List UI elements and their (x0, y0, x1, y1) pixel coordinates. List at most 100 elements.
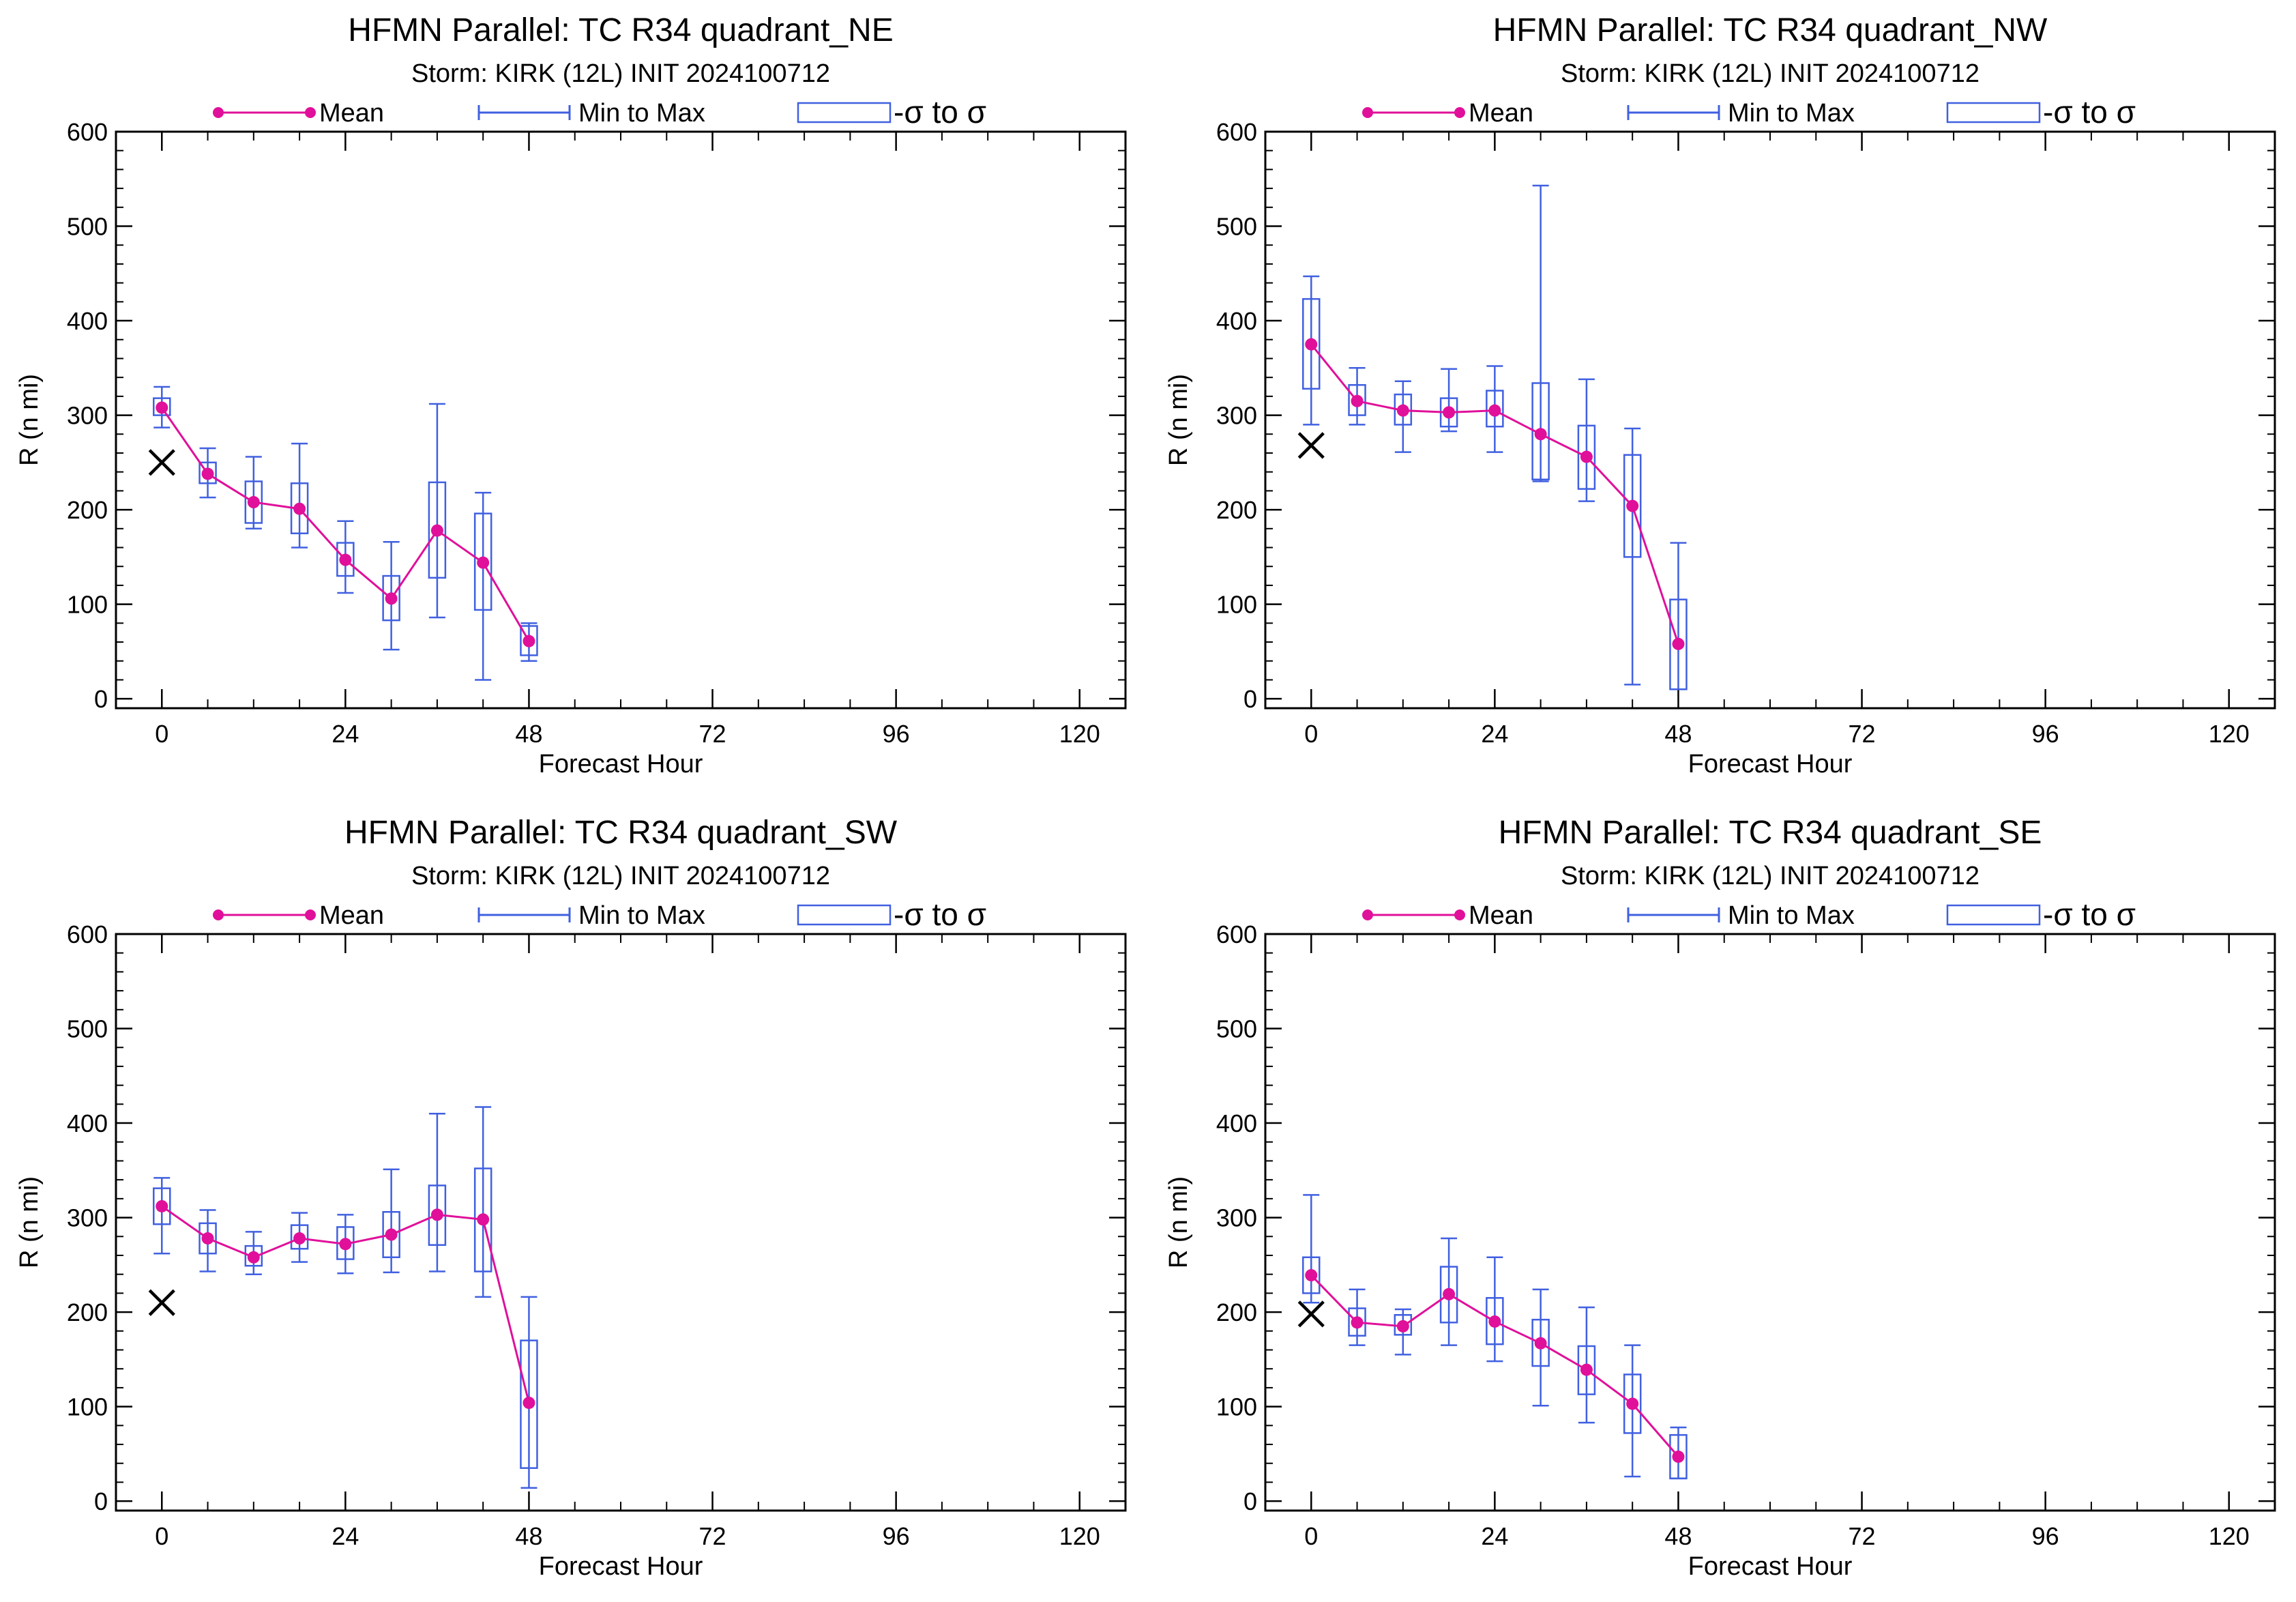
y-tick-label: 300 (1216, 402, 1257, 430)
box-whisker-12h (244, 456, 263, 530)
sigma-box (244, 480, 263, 524)
legend-sigma-box (797, 904, 892, 926)
y-tick-label: 400 (1216, 307, 1257, 335)
box-whisker-48h (1669, 1426, 1688, 1480)
mean-point (247, 1251, 260, 1264)
mean-point (201, 467, 214, 480)
sigma-box (244, 1244, 263, 1267)
mean-point (477, 1213, 490, 1226)
chart-title: HFMN Parallel: TC R34 quadrant_NW (1493, 12, 2048, 48)
box-whisker-6h (1348, 1288, 1366, 1346)
y-tick-label: 0 (1243, 685, 1257, 713)
y-tick-label: 500 (1216, 213, 1257, 241)
sigma-box (1577, 1345, 1596, 1395)
legend-sigma-label: -σ to σ (2043, 897, 2136, 932)
mean-point (293, 1232, 306, 1245)
mean-point (1672, 637, 1685, 650)
box-whisker-48h (520, 1296, 538, 1489)
chart-subtitle: Storm: KIRK (12L) INIT 2024100712 (1561, 862, 1979, 890)
mean-point (156, 401, 168, 414)
y-tick-label: 200 (1216, 1298, 1257, 1326)
sigma-box (473, 512, 492, 611)
y-tick-label: 100 (67, 1393, 108, 1421)
sigma-box (1348, 383, 1366, 416)
best-track-marker (1297, 432, 1325, 459)
chart-subtitle: Storm: KIRK (12L) INIT 2024100712 (1561, 59, 1979, 88)
sigma-box (1623, 454, 1642, 558)
mean-point (339, 553, 352, 566)
y-axis-label: R (n mi) (15, 1176, 44, 1268)
y-tick-label: 600 (67, 920, 108, 948)
legend-mean-marker (1362, 107, 1373, 118)
box-whisker-42h (1623, 427, 1642, 686)
sigma-box (1669, 1433, 1688, 1480)
sigma-box (1486, 390, 1504, 428)
x-tick-label: 120 (2209, 720, 2250, 748)
box-whisker-0h (1302, 1194, 1321, 1304)
y-tick-label: 100 (1216, 591, 1257, 619)
y-axis-label: R (n mi) (1164, 374, 1193, 466)
sigma-box (520, 625, 538, 656)
y-tick-label: 600 (1216, 118, 1257, 146)
legend-range-label: Min to Max (578, 901, 705, 930)
mean-point (1580, 1363, 1593, 1376)
mean-point (1488, 1315, 1501, 1328)
y-tick-label: 500 (67, 1015, 108, 1043)
sigma-box (198, 461, 217, 484)
best-track-marker (148, 449, 175, 476)
plot-frame (115, 130, 1127, 710)
box-whisker-0h (153, 385, 171, 428)
legend-mean-marker (213, 909, 224, 920)
x-tick-label: 0 (1304, 1522, 1318, 1550)
plot-frame (1264, 933, 2276, 1512)
x-tick-label: 72 (1849, 1522, 1876, 1550)
box-whisker-18h (290, 442, 309, 549)
x-tick-label: 48 (1664, 1522, 1692, 1550)
y-tick-label: 0 (1243, 1487, 1257, 1515)
y-axis-label: R (n mi) (15, 374, 44, 466)
x-tick-label: 120 (1059, 1522, 1100, 1550)
sigma-box (520, 1339, 538, 1469)
y-tick-label: 100 (67, 591, 108, 619)
mean-point (1626, 499, 1639, 512)
mean-point (1534, 428, 1547, 441)
box-whisker-24h (1486, 1256, 1504, 1363)
chart-panel-2: HFMN Parallel: TC R34 quadrant_NW Storm: … (1164, 12, 2276, 778)
sigma-box (382, 574, 400, 622)
mean-point (1488, 404, 1501, 417)
x-tick-label: 24 (332, 720, 359, 748)
x-tick-label: 0 (1304, 720, 1318, 748)
best-track-stroke (1297, 432, 1325, 459)
best-track-stroke (1297, 1300, 1325, 1328)
x-tick-label: 72 (699, 720, 726, 748)
y-tick-label: 0 (94, 1487, 108, 1515)
legend-mean-marker (213, 107, 224, 118)
mean-point (430, 524, 443, 537)
legend-sigma-label: -σ to σ (2043, 94, 2136, 130)
sigma-box (473, 1167, 492, 1272)
sigma-box (382, 1211, 400, 1259)
sigma-box (428, 481, 447, 579)
chart-panel-3: HFMN Parallel: TC R34 quadrant_SW Storm: … (15, 815, 1127, 1581)
box-whisker-42h (1623, 1344, 1642, 1478)
y-tick-label: 0 (94, 685, 108, 713)
mean-point (1351, 1316, 1364, 1329)
box-whisker-36h (1577, 378, 1596, 502)
mean-point (1305, 1269, 1318, 1282)
box-whisker-0h (1302, 275, 1321, 426)
x-tick-label: 48 (515, 1522, 542, 1550)
legend-mean-label: Mean (319, 901, 384, 930)
sigma-box (1439, 1266, 1458, 1324)
legend-mean-label: Mean (1469, 901, 1533, 930)
mean-point (1396, 1320, 1409, 1332)
sigma-box (1669, 598, 1688, 690)
box-whisker-36h (428, 1112, 447, 1272)
mean-point (1443, 1287, 1456, 1300)
x-tick-label: 48 (1664, 720, 1692, 748)
sigma-box (1302, 297, 1321, 390)
legend-mean-marker (1454, 909, 1465, 920)
x-tick-label: 96 (883, 1522, 910, 1550)
y-tick-label: 100 (1216, 1393, 1257, 1421)
legend-sigma-label: -σ to σ (894, 94, 986, 130)
